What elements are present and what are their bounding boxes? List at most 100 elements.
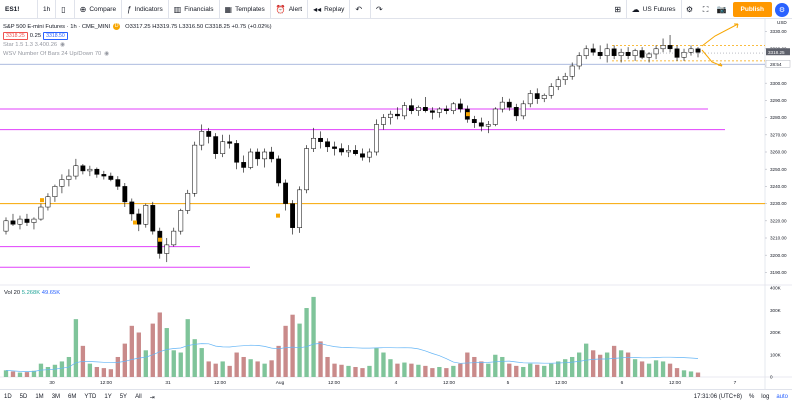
candle-body: [632, 50, 638, 56]
indicators-button[interactable]: ƒ Indicators: [122, 0, 169, 19]
range-1y[interactable]: 1Y: [104, 394, 112, 400]
candle-body: [548, 86, 554, 96]
symbol-search[interactable]: ES1!: [0, 0, 38, 19]
volume-bar: [269, 360, 274, 377]
volume-bar: [283, 325, 288, 377]
volume-bar: [290, 314, 295, 377]
price-tick-label: 3290.00: [770, 98, 787, 103]
price-tick-label: 3330.00: [770, 29, 787, 34]
candle-body: [80, 165, 86, 172]
redo-button[interactable]: ↷: [371, 0, 391, 19]
watchlist-button[interactable]: ☁ US Futures: [625, 0, 682, 19]
replay-button[interactable]: ◂◂ Replay: [308, 0, 351, 19]
candle-body: [555, 79, 561, 87]
volume-bar: [437, 366, 442, 377]
range-5y[interactable]: 5Y: [119, 394, 128, 400]
volume-bar: [590, 350, 596, 377]
candle-body: [241, 162, 247, 168]
volume-bar: [339, 364, 344, 377]
ask-price[interactable]: 3318.50: [43, 31, 68, 40]
alert-button[interactable]: ⏰ Alert: [271, 0, 309, 19]
settings-button[interactable]: ⚙: [682, 0, 698, 19]
volume-bar: [653, 360, 659, 377]
time-axis-label: 30: [49, 380, 55, 386]
signal-marker: [133, 220, 137, 225]
arrowhead-down: [717, 62, 723, 67]
auto-toggle[interactable]: auto: [776, 394, 788, 400]
candle-body: [206, 131, 212, 137]
candle-body: [367, 151, 372, 158]
volume-bar: [318, 341, 323, 377]
candle-body: [178, 210, 184, 232]
volume-bar: [353, 366, 358, 377]
volume-title[interactable]: Vol 20: [4, 290, 21, 296]
financials-button[interactable]: ▥ Financials: [169, 0, 220, 19]
range-ytd[interactable]: YTD: [84, 394, 97, 400]
volume-bar: [157, 312, 162, 377]
templates-button[interactable]: ▦ Templates: [220, 0, 271, 19]
range-5d[interactable]: 5D: [19, 394, 28, 400]
watchlist-label: US Futures: [642, 6, 676, 13]
volume-bar: [521, 366, 526, 377]
study-2-label[interactable]: WSV Number Of Bars 24 Up/Down 70: [3, 50, 102, 57]
arrowhead-up: [734, 23, 739, 29]
volume-bar: [234, 352, 239, 377]
candle-body: [31, 218, 37, 223]
volume-bar: [115, 356, 121, 377]
volume-bar: [542, 365, 547, 377]
time-axis-label: 12:00: [214, 380, 226, 386]
candle-body: [681, 51, 687, 58]
compare-button[interactable]: ⊕ Compare: [75, 0, 123, 19]
range-all[interactable]: All: [135, 394, 142, 400]
candle-body: [562, 76, 568, 81]
eye-icon[interactable]: ◉: [60, 41, 66, 48]
range-6m[interactable]: 6M: [68, 394, 77, 400]
undo-button[interactable]: ↶: [350, 0, 372, 19]
volume-tick-label: 300K: [770, 308, 782, 313]
volume-bar: [646, 363, 652, 377]
candle-body: [318, 137, 323, 142]
candle-body: [478, 122, 484, 127]
undo-icon: ↶: [355, 4, 363, 14]
calendar-range-icon: ⇥: [149, 394, 155, 401]
candle-body: [17, 218, 23, 225]
bid-price[interactable]: 3318.25: [3, 31, 28, 40]
volume-bar: [681, 370, 687, 377]
date-range-button[interactable]: ⇥: [146, 394, 159, 401]
candle-body: [660, 45, 666, 50]
account-button[interactable]: ⚙: [775, 2, 789, 17]
time-axis-label: 7: [734, 380, 737, 386]
snapshot-button[interactable]: 📷: [714, 0, 730, 19]
candle-body: [576, 55, 582, 67]
volume-bar: [416, 364, 421, 377]
chart-style-button[interactable]: ▯: [56, 0, 75, 19]
publish-button[interactable]: Publish: [732, 2, 772, 17]
layout-button[interactable]: ⊞: [610, 0, 626, 19]
range-1m[interactable]: 1M: [35, 394, 44, 400]
last-price-box: [766, 48, 790, 56]
percent-toggle[interactable]: %: [748, 394, 755, 400]
volume-bar: [549, 363, 554, 377]
redo-icon: ↷: [376, 4, 383, 14]
candle-body: [513, 107, 519, 117]
log-toggle[interactable]: log: [761, 394, 770, 400]
range-3m[interactable]: 3M: [51, 394, 61, 400]
study-1-label[interactable]: Star 1.5 1.3 3.400.26: [3, 41, 58, 48]
candle-body: [527, 93, 533, 105]
replay-label: Replay: [324, 5, 345, 13]
volume-ma-value: 49.65K: [41, 290, 61, 296]
candle-body: [248, 151, 254, 168]
eye-icon[interactable]: ◉: [104, 50, 110, 57]
range-1d[interactable]: 1D: [4, 394, 12, 400]
candle-body: [66, 175, 72, 180]
volume-bar: [59, 361, 65, 377]
interval-button[interactable]: 1h: [38, 0, 57, 19]
fullscreen-button[interactable]: ⛶: [698, 0, 714, 19]
volume-bar: [381, 352, 386, 377]
candle-body: [94, 168, 100, 175]
volume-bar: [262, 363, 267, 377]
volume-bar: [367, 365, 372, 377]
clock[interactable]: 17:31:06 (UTC+8): [693, 394, 742, 400]
volume-bar: [108, 369, 114, 377]
